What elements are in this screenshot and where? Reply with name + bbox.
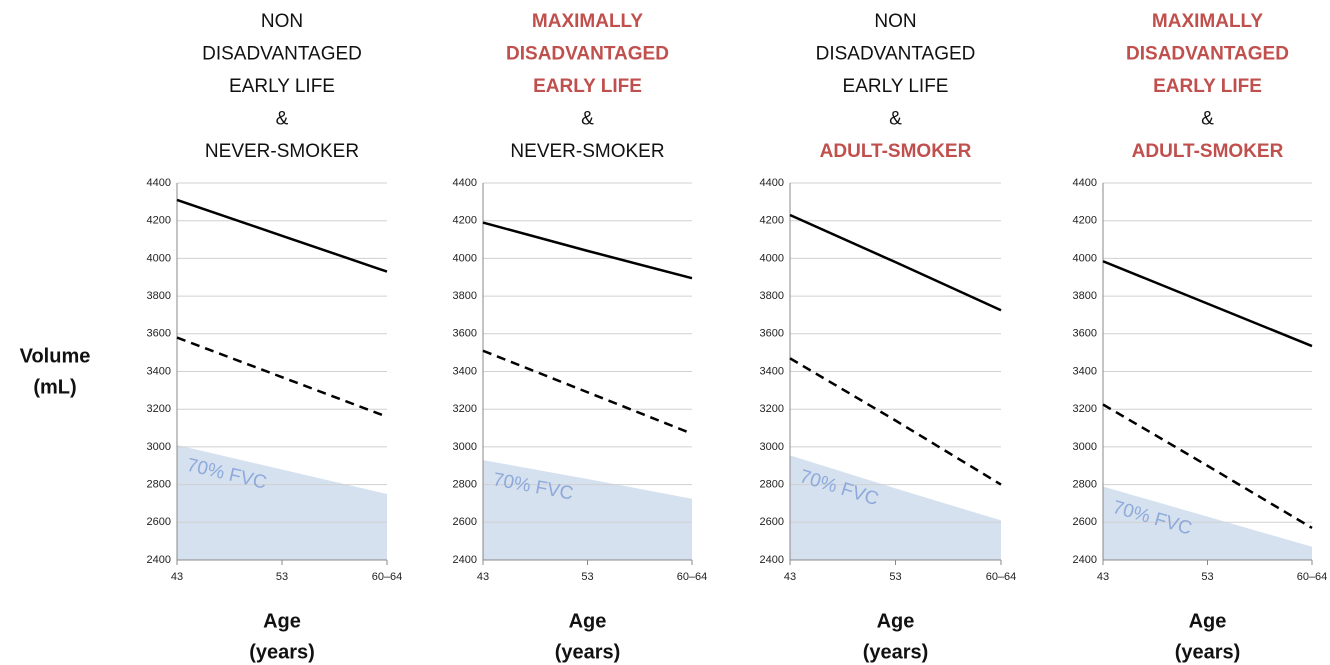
y-tick-label: 4400 [453,177,477,189]
panel-title-line: NON [874,11,916,32]
panel-title-line: NEVER-SMOKER [205,141,359,162]
y-tick-label: 2800 [147,479,171,491]
dashed-line [176,336,388,418]
y-tick-label: 3800 [147,290,171,302]
y-tick-label: 3200 [147,403,171,415]
solid-line [789,213,1002,312]
y-tick-label: 3800 [760,290,784,302]
panel-title-line: DISADVANTAGED [202,44,362,65]
y-tick-label: 3400 [760,365,784,377]
y-tick-label: 4400 [1073,177,1097,189]
y-tick-label: 2800 [760,479,784,491]
x-tick-label: 43 [477,571,489,583]
y-tick-label: 2400 [1073,554,1097,566]
y-axis-label: (mL) [33,376,76,398]
y-tick-label: 3400 [147,365,171,377]
panel-title-line: DISADVANTAGED [506,44,669,65]
x-tick-label: 53 [889,571,901,583]
x-axis-label: (years) [249,641,315,663]
y-tick-label: 2400 [760,554,784,566]
dashed-line [1102,403,1313,530]
y-tick-label: 4200 [453,215,477,227]
panel-title-line: MAXIMALLY [1152,11,1264,32]
y-tick-label: 3400 [1073,365,1097,377]
panel-title-line: ADULT-SMOKER [1132,141,1284,162]
x-axis-label: (years) [555,641,621,663]
y-tick-label: 3200 [760,403,784,415]
y-tick-label: 4200 [1073,215,1097,227]
panel-title-line: EARLY LIFE [229,76,335,97]
x-tick-label: 43 [1097,571,1109,583]
x-axis-label: Age [1189,610,1227,632]
area [1103,486,1312,560]
y-tick-label: 3000 [453,441,477,453]
x-tick-label: 53 [276,571,288,583]
x-axis-label: Age [263,610,301,632]
area [790,455,1001,560]
y-axis-label: Volume [20,345,91,367]
x-tick-label: 43 [171,571,183,583]
x-axis-label: Age [877,610,915,632]
panel-title-line: NEVER-SMOKER [510,141,664,162]
y-tick-label: 2600 [147,516,171,528]
solid-line [482,221,693,280]
x-axis-label: (years) [1175,641,1241,663]
panel-title-line: MAXIMALLY [532,11,644,32]
y-tick-label: 2600 [1073,516,1097,528]
y-tick-label: 4000 [1073,252,1097,264]
y-tick-label: 3000 [1073,441,1097,453]
y-tick-label: 4400 [147,177,171,189]
y-tick-label: 3600 [1073,328,1097,340]
y-tick-label: 2400 [147,554,171,566]
x-axis-label: (years) [863,641,929,663]
y-tick-label: 2600 [453,516,477,528]
panel-title-line: ADULT-SMOKER [820,141,972,162]
panel-title-line: EARLY LIFE [843,76,949,97]
area [177,445,387,560]
panel-title-line: & [889,109,902,130]
y-tick-label: 3000 [147,441,171,453]
x-tick-label: 60–64 [986,571,1017,583]
x-tick-label: 60–64 [677,571,708,583]
y-tick-label: 3000 [760,441,784,453]
panel-title-line: & [581,109,594,130]
y-tick-label: 3800 [453,290,477,302]
panel-title-line: EARLY LIFE [533,76,642,97]
x-tick-label: 43 [784,571,796,583]
y-tick-label: 2800 [1073,479,1097,491]
panel-title-line: NON [261,11,303,32]
x-tick-label: 60–64 [1297,571,1328,583]
x-tick-label: 60–64 [372,571,403,583]
panel-title-line: DISADVANTAGED [816,44,976,65]
y-tick-label: 4200 [147,215,171,227]
panel-title-line: & [1201,109,1214,130]
x-tick-label: 53 [581,571,593,583]
y-tick-label: 4000 [453,252,477,264]
y-tick-label: 2400 [453,554,477,566]
y-tick-label: 3400 [453,365,477,377]
y-tick-label: 4200 [760,215,784,227]
solid-line [1102,260,1313,348]
y-tick-label: 2600 [760,516,784,528]
y-tick-label: 4400 [760,177,784,189]
panel-title-line: EARLY LIFE [1153,76,1262,97]
y-tick-label: 3200 [1073,403,1097,415]
dashed-line [789,357,1002,486]
y-tick-label: 3600 [147,328,171,340]
solid-line [176,198,388,273]
x-axis-label: Age [569,610,607,632]
y-tick-label: 3600 [453,328,477,340]
x-tick-label: 53 [1201,571,1213,583]
y-tick-label: 3800 [1073,290,1097,302]
y-tick-label: 3200 [453,403,477,415]
y-tick-label: 4000 [147,252,171,264]
y-tick-label: 4000 [760,252,784,264]
panel-title-line: & [276,109,289,130]
dashed-line [482,349,693,435]
y-tick-label: 3600 [760,328,784,340]
panel-title-line: DISADVANTAGED [1126,44,1289,65]
y-tick-label: 2800 [453,479,477,491]
